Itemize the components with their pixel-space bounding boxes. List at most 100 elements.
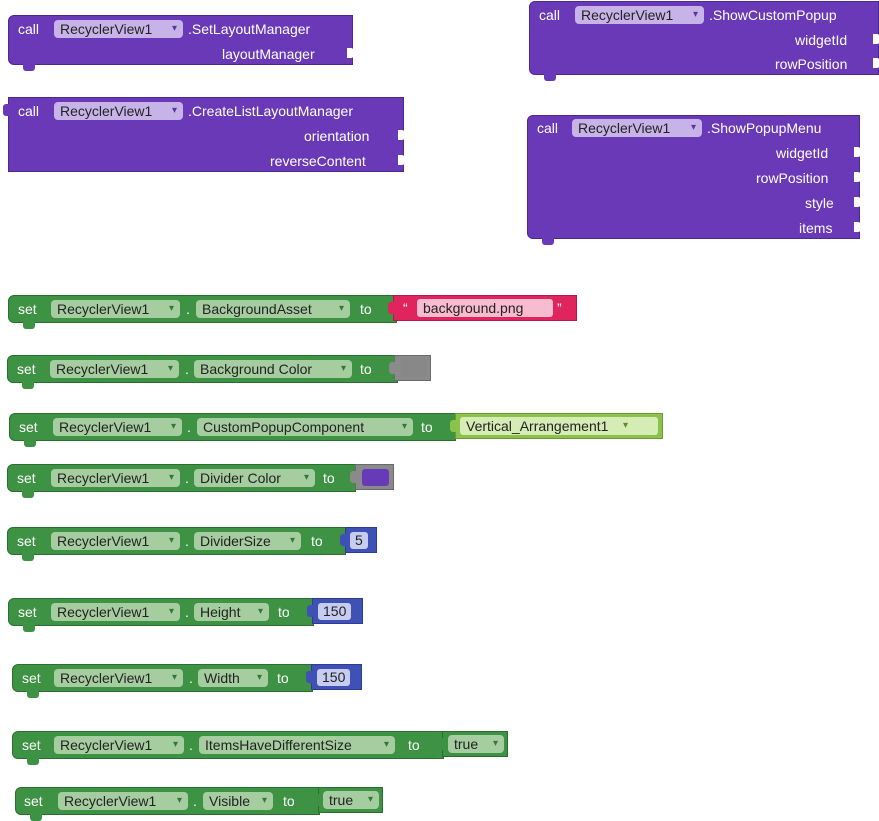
component-dropdown[interactable]: RecyclerView1 ▾ (54, 736, 184, 754)
set-width-block[interactable]: set RecyclerView1 ▾ . Width ▾ to (12, 664, 313, 698)
property-dropdown[interactable]: ItemsHaveDifferentSize ▾ (199, 736, 395, 754)
color-swatch[interactable] (401, 360, 427, 377)
component-dropdown[interactable]: RecyclerView1 ▾ (51, 603, 180, 621)
color-swatch[interactable] (362, 469, 389, 486)
output-connector (3, 104, 9, 116)
param-socket[interactable] (873, 34, 879, 44)
set-custom-popup-component-block[interactable]: set RecyclerView1 ▾ . CustomPopupCompone… (9, 413, 456, 447)
param-label-widget-id: widgetId (776, 145, 829, 161)
set-keyword: set (17, 533, 36, 549)
component-dropdown[interactable]: RecyclerView1 ▾ (53, 418, 182, 436)
property-dropdown[interactable]: Divider Color ▾ (194, 469, 315, 487)
dot-separator: . (186, 301, 190, 317)
logic-block[interactable]: true ▾ (313, 787, 383, 813)
param-socket[interactable] (398, 155, 405, 165)
param-label-row-position: rowPosition (775, 56, 848, 72)
to-keyword: to (421, 419, 433, 435)
logic-block[interactable]: true ▾ (437, 731, 508, 757)
output-connector (340, 534, 346, 546)
property-dropdown[interactable]: DividerSize ▾ (194, 532, 301, 550)
method-name: .ShowPopupMenu (707, 120, 822, 136)
component-dropdown[interactable]: RecyclerView1 ▾ (58, 792, 188, 810)
chevron-down-icon: ▾ (289, 535, 295, 546)
component-dropdown[interactable]: RecyclerView1 ▾ (54, 669, 183, 687)
param-socket[interactable] (854, 172, 861, 182)
dot-separator: . (193, 793, 197, 809)
param-label-widget-id: widgetId (795, 32, 848, 48)
next-connector (23, 64, 35, 71)
component-dropdown[interactable]: RecyclerView1 ▾ (51, 300, 180, 318)
number-block[interactable]: 150 (307, 598, 363, 624)
text-string-value[interactable]: background.png (417, 299, 553, 317)
call-keyword: call (18, 103, 40, 119)
property-dropdown[interactable]: CustomPopupComponent ▾ (197, 418, 413, 436)
output-connector (350, 471, 356, 483)
chevron-down-icon: ▾ (168, 606, 174, 617)
chevron-down-icon: ▾ (168, 303, 174, 314)
property-dropdown[interactable]: Visible ▾ (203, 792, 273, 810)
component-dropdown[interactable]: RecyclerView1 ▾ (54, 102, 183, 120)
component-block[interactable]: Vertical_Arrangement1 ▾ (450, 413, 663, 439)
chevron-down-icon: ▾ (171, 672, 177, 683)
component-dropdown[interactable]: RecyclerView1 ▾ (51, 469, 180, 487)
param-socket[interactable] (854, 197, 861, 207)
chevron-down-icon: ▾ (383, 739, 389, 750)
component-dropdown[interactable]: RecyclerView1 ▾ (50, 360, 179, 378)
method-name: .CreateListLayoutManager (188, 103, 353, 119)
property-dropdown[interactable]: Height ▾ (194, 603, 269, 621)
set-layout-manager-block[interactable]: call RecyclerView1 ▾ .SetLayoutManager l… (8, 15, 354, 71)
component-dropdown[interactable]: RecyclerView1 ▾ (572, 119, 702, 137)
chevron-down-icon: ▾ (171, 23, 177, 34)
property-dropdown[interactable]: Width ▾ (198, 669, 268, 687)
param-label-row-position: rowPosition (756, 170, 829, 186)
call-keyword: call (18, 21, 40, 37)
chevron-down-icon: ▾ (167, 363, 173, 374)
next-connector (22, 382, 34, 389)
chevron-down-icon: ▾ (692, 9, 698, 20)
component-dropdown[interactable]: Vertical_Arrangement1 ▾ (460, 417, 658, 435)
component-dropdown[interactable]: RecyclerView1 ▾ (54, 20, 183, 38)
set-divider-color-block[interactable]: set RecyclerView1 ▾ . Divider Color ▾ to (7, 464, 356, 498)
show-custom-popup-block[interactable]: call RecyclerView1 ▾ .ShowCustomPopup wi… (529, 1, 879, 81)
param-socket[interactable] (398, 130, 405, 140)
number-value[interactable]: 150 (318, 603, 352, 620)
set-height-block[interactable]: set RecyclerView1 ▾ . Height ▾ to (8, 598, 314, 632)
number-value[interactable]: 150 (317, 669, 351, 686)
boolean-dropdown[interactable]: true ▾ (323, 791, 379, 809)
param-label-items: items (799, 220, 833, 236)
set-background-color-block[interactable]: set RecyclerView1 ▾ . Background Color ▾… (7, 355, 398, 389)
color-block-divider[interactable] (350, 464, 394, 490)
param-socket[interactable] (854, 222, 861, 232)
show-popup-menu-block[interactable]: call RecyclerView1 ▾ .ShowPopupMenu widg… (527, 115, 861, 245)
component-dropdown[interactable]: RecyclerView1 ▾ (51, 532, 180, 550)
param-socket[interactable] (854, 147, 861, 157)
chevron-down-icon: ▾ (256, 672, 262, 683)
param-label-orientation: orientation (304, 128, 370, 144)
param-socket[interactable] (873, 58, 879, 68)
chevron-down-icon: ▾ (622, 420, 628, 431)
close-quote: ” (557, 300, 562, 316)
number-value[interactable]: 5 (350, 532, 368, 549)
next-connector (22, 554, 34, 561)
number-block[interactable]: 5 (340, 527, 377, 553)
number-block[interactable]: 150 (306, 664, 362, 690)
set-items-have-different-size-block[interactable]: set RecyclerView1 ▾ . ItemsHaveDifferent… (12, 731, 444, 765)
component-dropdown[interactable]: RecyclerView1 ▾ (575, 6, 704, 24)
boolean-dropdown[interactable]: true ▾ (448, 735, 504, 753)
set-keyword: set (22, 670, 41, 686)
set-divider-size-block[interactable]: set RecyclerView1 ▾ . DividerSize ▾ to (7, 527, 346, 561)
output-connector (388, 302, 394, 314)
property-dropdown[interactable]: Background Color ▾ (194, 360, 352, 378)
create-list-layout-manager-block[interactable]: call RecyclerView1 ▾ .CreateListLayoutMa… (3, 97, 405, 172)
color-block-background[interactable] (389, 355, 431, 381)
set-visible-block[interactable]: set RecyclerView1 ▾ . Visible ▾ to (15, 787, 320, 821)
call-keyword: call (539, 7, 561, 23)
property-dropdown[interactable]: BackgroundAsset ▾ (196, 300, 350, 318)
set-background-asset-block[interactable]: set RecyclerView1 ▾ . BackgroundAsset ▾ … (8, 295, 397, 329)
param-socket[interactable] (347, 48, 354, 58)
set-keyword: set (18, 604, 37, 620)
output-connector (389, 362, 395, 374)
chevron-down-icon: ▾ (257, 606, 263, 617)
text-string-block[interactable]: “ background.png ” (388, 295, 577, 321)
next-connector (30, 814, 42, 821)
